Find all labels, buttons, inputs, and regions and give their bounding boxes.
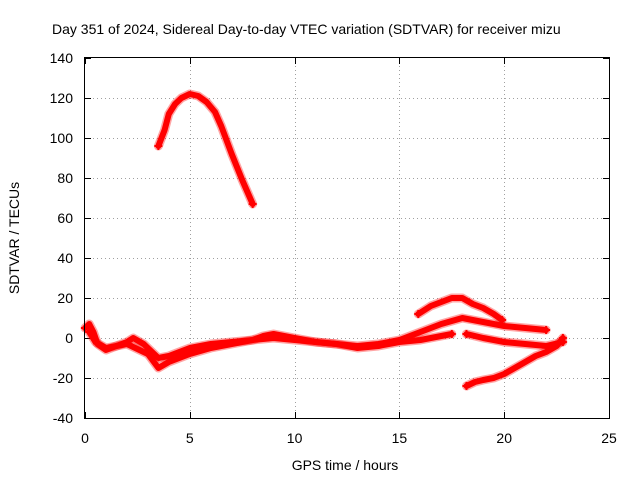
y-tick-label: 0 xyxy=(65,330,73,346)
series-arc-right-upper xyxy=(463,331,566,349)
y-tick-label: -20 xyxy=(53,370,73,386)
series-arc-right-lower xyxy=(463,335,566,389)
series-point-marker xyxy=(154,142,163,150)
series-point-marker xyxy=(558,334,567,342)
series-arc-hump xyxy=(415,295,506,323)
plot-frame xyxy=(84,57,610,419)
x-tick-label: 0 xyxy=(81,430,89,446)
series-point-marker xyxy=(462,330,471,338)
series-point-marker xyxy=(447,330,456,338)
series-arc-main-lower-halo xyxy=(84,327,457,373)
grid-lines xyxy=(85,58,609,418)
x-tick-label: 25 xyxy=(601,430,617,446)
series-point-marker xyxy=(85,328,94,336)
y-tick-label: 20 xyxy=(57,290,73,306)
series-arc-hump-halo xyxy=(413,293,507,325)
y-tick-label: 140 xyxy=(50,50,74,66)
y-tick-labels: -40 -20 0 20 40 60 80 100 120 140 xyxy=(50,50,74,426)
series-arc-high-halo xyxy=(153,89,258,209)
x-tick-label: 10 xyxy=(287,430,303,446)
y-axis-label: SDTVAR / TECUs xyxy=(6,182,22,294)
x-tick-label: 15 xyxy=(392,430,408,446)
series-arc-main-lower xyxy=(86,329,455,371)
y-tick-label: 100 xyxy=(50,130,74,146)
series-point-marker xyxy=(462,382,471,390)
y-tick-label: 60 xyxy=(57,210,73,226)
series-point-marker xyxy=(542,326,551,334)
x-tick-label: 5 xyxy=(186,430,194,446)
series-layer xyxy=(80,89,568,391)
series-point-marker xyxy=(414,310,423,318)
y-tick-label: -40 xyxy=(53,410,73,426)
x-tick-labels: 0 5 10 15 20 25 xyxy=(81,430,617,446)
series-point-marker xyxy=(248,200,257,208)
series-arc-high xyxy=(155,91,256,207)
y-tick-label: 40 xyxy=(57,250,73,266)
series-point-marker xyxy=(498,316,507,324)
series-arc-right-lower-halo xyxy=(462,333,568,391)
x-axis-label: GPS time / hours xyxy=(292,457,399,473)
y-tick-label: 120 xyxy=(50,90,74,106)
y-tick-label: 80 xyxy=(57,170,73,186)
x-tick-label: 20 xyxy=(496,430,512,446)
series-arc-right-upper-halo xyxy=(462,329,568,351)
chart-title: Day 351 of 2024, Sidereal Day-to-day VTE… xyxy=(52,21,561,37)
